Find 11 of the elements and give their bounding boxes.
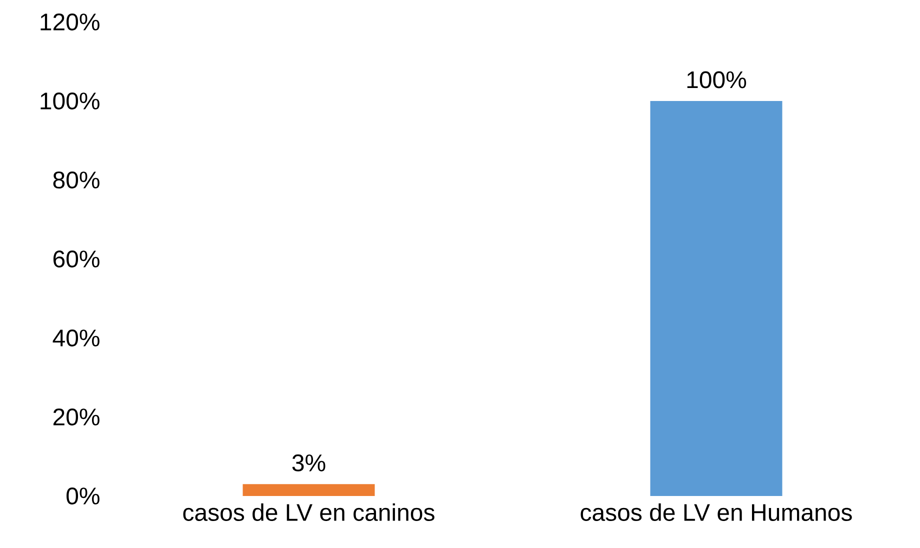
- data-label: 100%: [687, 71, 746, 88]
- x-tick-label: casos de LV en Humanos: [580, 503, 852, 521]
- y-tick-label: 0%: [66, 487, 100, 504]
- y-tick-label: 60%: [53, 250, 100, 268]
- y-tick-label: 100%: [40, 92, 100, 110]
- data-label: 3%: [292, 454, 326, 472]
- x-tick-label: casos de LV en caninos: [183, 503, 434, 521]
- y-tick-label: 40%: [52, 329, 100, 346]
- y-tick-label: 120%: [40, 13, 100, 30]
- y-tick-label: 20%: [53, 408, 100, 426]
- y-tick-label: 80%: [53, 171, 100, 188]
